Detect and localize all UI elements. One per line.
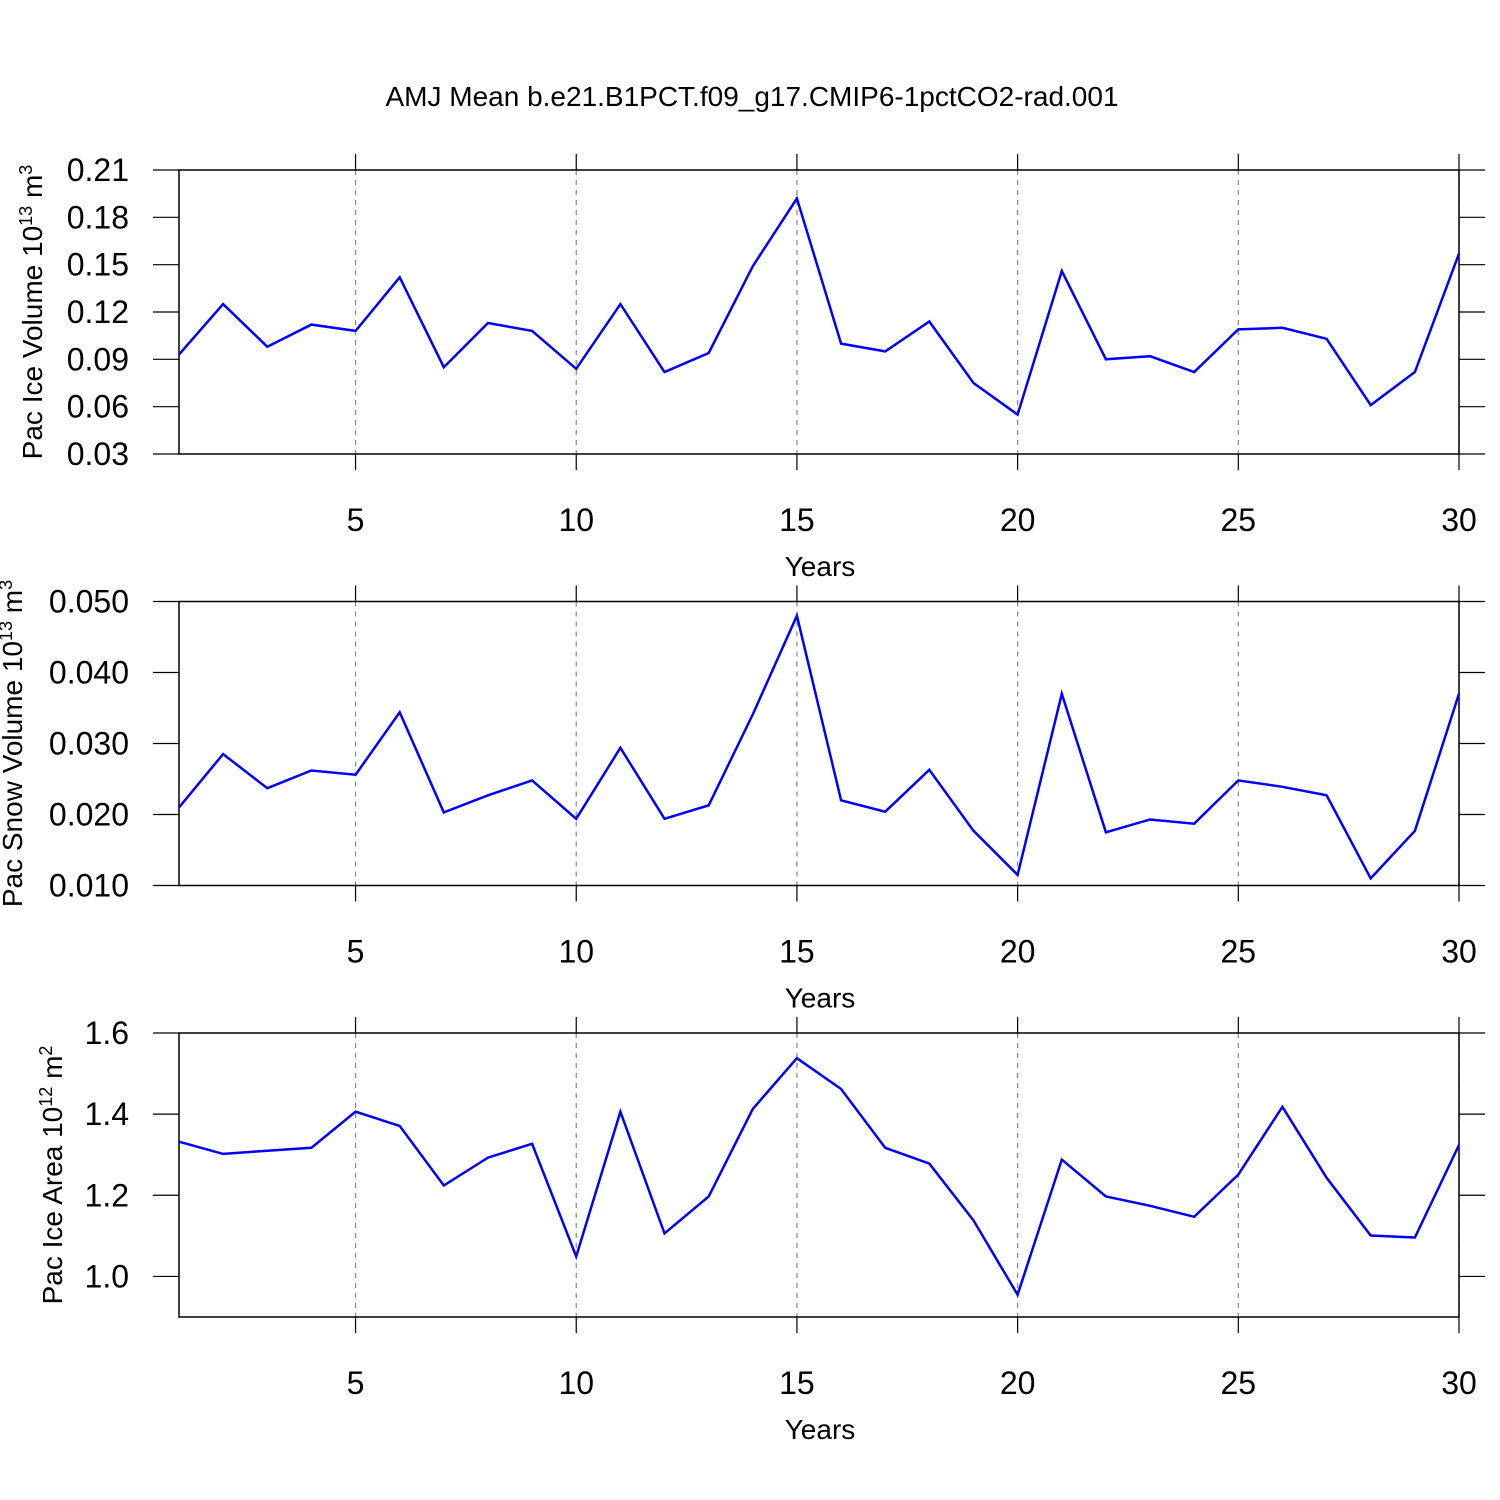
x-tick-label: 5 bbox=[347, 1365, 365, 1401]
y-axis-label-part: 2 bbox=[36, 1046, 56, 1056]
y-tick-label: 0.050 bbox=[49, 584, 129, 620]
y-tick-label: 1.4 bbox=[85, 1096, 129, 1132]
x-tick-label: 20 bbox=[1000, 934, 1036, 970]
data-line bbox=[178, 1056, 1461, 1298]
y-tick-label: 0.010 bbox=[49, 868, 129, 904]
plot-frame bbox=[178, 1032, 1460, 1318]
data-line bbox=[178, 195, 1461, 417]
y-axis-label-part: 13 bbox=[16, 206, 36, 226]
y-axis-label-part: 3 bbox=[0, 580, 16, 590]
x-tick-label: 15 bbox=[779, 1365, 815, 1401]
y-axis-label: Pac Snow Volume 1013 m3 bbox=[0, 580, 28, 907]
y-tick-label: 0.21 bbox=[67, 152, 129, 188]
y-tick-label: 1.0 bbox=[85, 1258, 129, 1294]
y-axis-label: Pac Ice Volume 1013 m3 bbox=[16, 165, 48, 460]
y-axis-label-part: 3 bbox=[16, 165, 36, 175]
plot-frame bbox=[178, 600, 1460, 887]
x-tick-label: 10 bbox=[558, 502, 594, 538]
x-axis-label: Years bbox=[785, 983, 856, 1014]
x-tick-label: 15 bbox=[779, 934, 815, 970]
x-tick-label: 25 bbox=[1221, 934, 1257, 970]
y-axis-label-part: 13 bbox=[0, 621, 16, 641]
x-tick-label: 10 bbox=[558, 934, 594, 970]
y-tick-label: 0.03 bbox=[67, 436, 129, 472]
y-axis-label-part: m bbox=[0, 590, 28, 621]
y-tick-label: 1.6 bbox=[85, 1015, 129, 1051]
x-tick-label: 20 bbox=[1000, 1365, 1036, 1401]
y-axis-label-part: Pac Ice Volume 10 bbox=[17, 226, 48, 459]
chart-title: AMJ Mean b.e21.B1PCT.f09_g17.CMIP6-1pctC… bbox=[385, 81, 1118, 112]
y-tick-label: 0.040 bbox=[49, 655, 129, 691]
data-line bbox=[178, 611, 1461, 881]
x-tick-label: 30 bbox=[1441, 934, 1477, 970]
y-tick-label: 0.020 bbox=[49, 797, 129, 833]
y-axis-label-part: m bbox=[37, 1056, 68, 1087]
x-tick-label: 25 bbox=[1221, 1365, 1257, 1401]
y-tick-label: 0.09 bbox=[67, 341, 129, 377]
y-tick-label: 0.12 bbox=[67, 294, 129, 330]
x-tick-label: 25 bbox=[1221, 502, 1257, 538]
y-tick-label: 0.18 bbox=[67, 199, 129, 235]
x-tick-label: 5 bbox=[347, 502, 365, 538]
x-tick-label: 20 bbox=[1000, 502, 1036, 538]
y-axis-label: Pac Ice Area 1012 m2 bbox=[36, 1046, 68, 1305]
y-axis-label-part: Pac Ice Area 10 bbox=[37, 1107, 68, 1305]
y-tick-label: 1.2 bbox=[85, 1177, 129, 1213]
plot-frame bbox=[178, 169, 1460, 455]
y-tick-label: 0.030 bbox=[49, 726, 129, 762]
y-tick-label: 0.15 bbox=[67, 247, 129, 283]
y-axis-label-part: m bbox=[17, 175, 48, 206]
y-tick-label: 0.06 bbox=[67, 389, 129, 425]
x-tick-label: 5 bbox=[347, 934, 365, 970]
y-axis-label-part: Pac Snow Volume 10 bbox=[0, 641, 28, 907]
y-axis-label-part: 12 bbox=[36, 1087, 56, 1107]
x-tick-label: 30 bbox=[1441, 502, 1477, 538]
x-axis-label: Years bbox=[785, 1414, 856, 1445]
x-tick-label: 10 bbox=[558, 1365, 594, 1401]
x-tick-label: 15 bbox=[779, 502, 815, 538]
x-axis-label: Years bbox=[785, 551, 856, 582]
x-tick-label: 30 bbox=[1441, 1365, 1477, 1401]
